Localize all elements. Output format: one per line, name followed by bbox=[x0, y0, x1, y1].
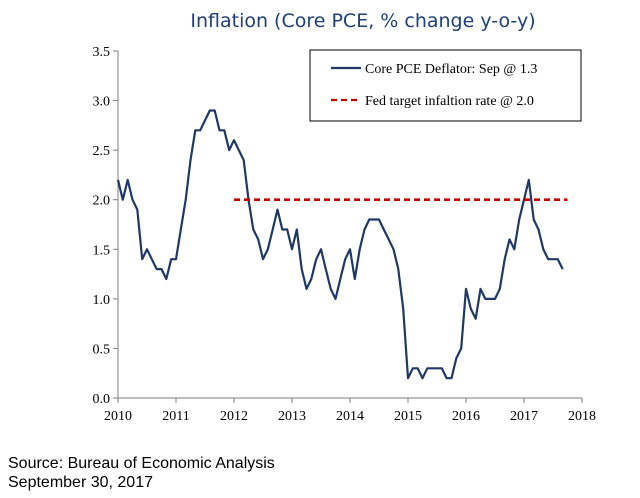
legend-label: Core PCE Deflator: Sep @ 1.3 bbox=[365, 62, 537, 77]
y-tick-label: 3.0 bbox=[93, 95, 111, 110]
date-note: September 30, 2017 bbox=[8, 474, 153, 491]
source-note: Source: Bureau of Economic Analysis bbox=[8, 455, 275, 472]
x-tick-label: 2018 bbox=[568, 409, 596, 424]
chart-title: Inflation (Core PCE, % change y-o-y) bbox=[190, 10, 535, 32]
y-tick-label: 0.5 bbox=[93, 342, 111, 357]
y-tick-label: 0.0 bbox=[93, 392, 111, 407]
chart-area: Inflation (Core PCE, % change y-o-y) 0.0… bbox=[93, 10, 597, 424]
y-tick-label: 2.0 bbox=[93, 194, 111, 209]
y-tick-label: 2.5 bbox=[93, 144, 111, 159]
y-tick-label: 1.0 bbox=[93, 293, 111, 308]
x-tick-label: 2017 bbox=[510, 409, 538, 424]
x-tick-label: 2010 bbox=[104, 409, 132, 424]
y-tick-label: 1.5 bbox=[93, 243, 111, 258]
x-tick-label: 2011 bbox=[162, 409, 189, 424]
x-tick-label: 2014 bbox=[336, 409, 364, 424]
x-tick-label: 2016 bbox=[452, 409, 480, 424]
x-tick-label: 2015 bbox=[394, 409, 422, 424]
x-tick-label: 2013 bbox=[278, 409, 306, 424]
y-tick-label: 3.5 bbox=[93, 45, 111, 60]
legend-box bbox=[309, 49, 582, 122]
line-chart: Inflation (Core PCE, % change y-o-y) 0.0… bbox=[93, 10, 597, 424]
core-pce-line bbox=[116, 109, 564, 380]
x-tick-label: 2012 bbox=[220, 409, 248, 424]
legend-label: Fed target infaltion rate @ 2.0 bbox=[365, 94, 534, 109]
